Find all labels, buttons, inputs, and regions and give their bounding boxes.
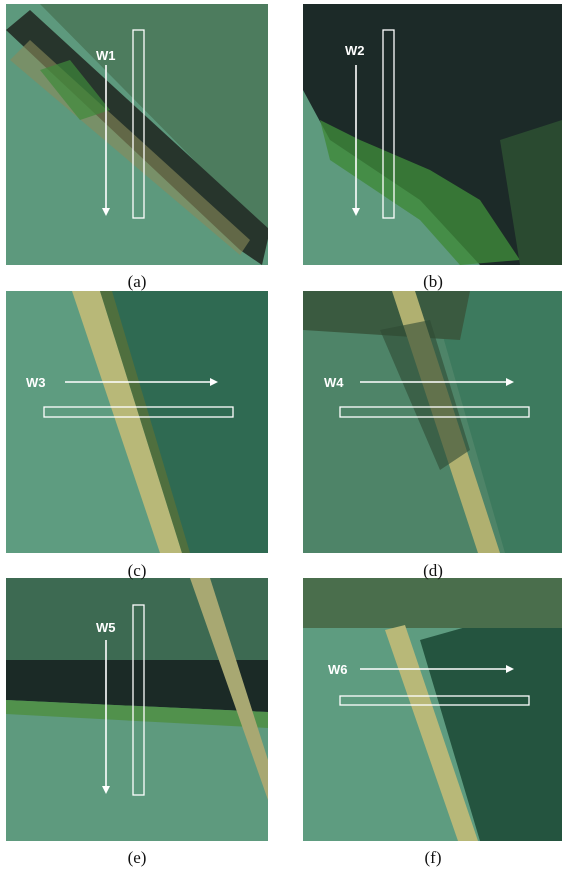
image-panel [303,4,562,265]
window-label: W6 [328,662,348,677]
window-label: W4 [324,375,344,390]
image-panel [6,291,268,553]
window-label: W3 [26,375,46,390]
caption: (e) [128,848,147,867]
figure: W1 W2 W3 W4 W5 W6 (a) (b) (c) (d) (e) (f… [0,0,562,871]
window-label: W5 [96,620,116,635]
image-panel [6,578,268,841]
image-panel [303,291,562,553]
caption: (d) [423,561,443,580]
caption: (c) [128,561,147,580]
caption: (b) [423,272,443,291]
image-panel [6,4,270,265]
window-label: W2 [345,43,365,58]
caption: (f) [425,848,442,867]
window-label: W1 [96,48,116,63]
image-panel [303,578,562,841]
caption: (a) [128,272,147,291]
page: {"panels": [ {"window": "W1", "caption":… [0,0,562,871]
